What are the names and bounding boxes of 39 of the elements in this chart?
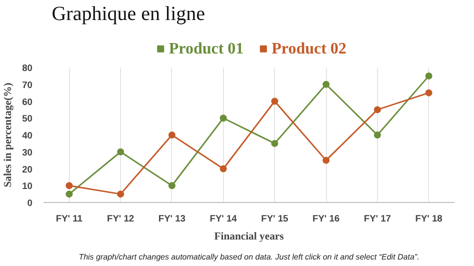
x-tick-label: FY' 13 [158,214,186,224]
text: This graph/chart changes automatically based on data. Just left click on it and select “Edit Data”. [78,252,420,262]
point [66,182,73,190]
x-tick-label: FY' 14 [210,214,238,224]
point [220,165,227,172]
point [271,140,278,147]
point [425,89,432,96]
x-axis-title: Financial years [214,232,284,242]
y-tick-label: 60 [22,96,33,107]
y-tick-label: 0 [27,198,33,208]
point [168,132,176,138]
x-tick-label: FY' 11 [56,214,82,224]
point [66,190,73,198]
y-tick-label: 40 [22,130,33,140]
legend-label: Product 02 [272,40,346,58]
point [117,148,124,156]
point [117,190,124,198]
x-tick-label: FY' 15 [261,214,288,224]
y-axis-title: Sales in percentage(%) [3,82,14,188]
point [374,106,381,114]
x-tick-label: FY' 16 [312,214,340,224]
point [220,114,227,122]
x-tick-label: FY' 18 [415,214,442,224]
point [322,156,330,164]
y-tick-label: 30 [22,147,33,158]
y-tick-label: 50 [22,114,33,124]
y-tick-label: 70 [22,80,33,90]
point [322,80,330,88]
point [271,98,278,105]
y-tick-label: 20 [22,164,33,174]
x-tick-label: FY' 12 [107,214,134,224]
y-tick-label: 10 [22,181,33,192]
point [425,72,432,80]
x-tick-label: FY' 17 [364,214,391,224]
point [374,132,381,138]
chart-title: Graphique en ligne [52,3,206,26]
point [168,182,176,190]
y-tick-label: 80 [22,63,33,73]
legend-label: Product 01 [168,40,244,58]
